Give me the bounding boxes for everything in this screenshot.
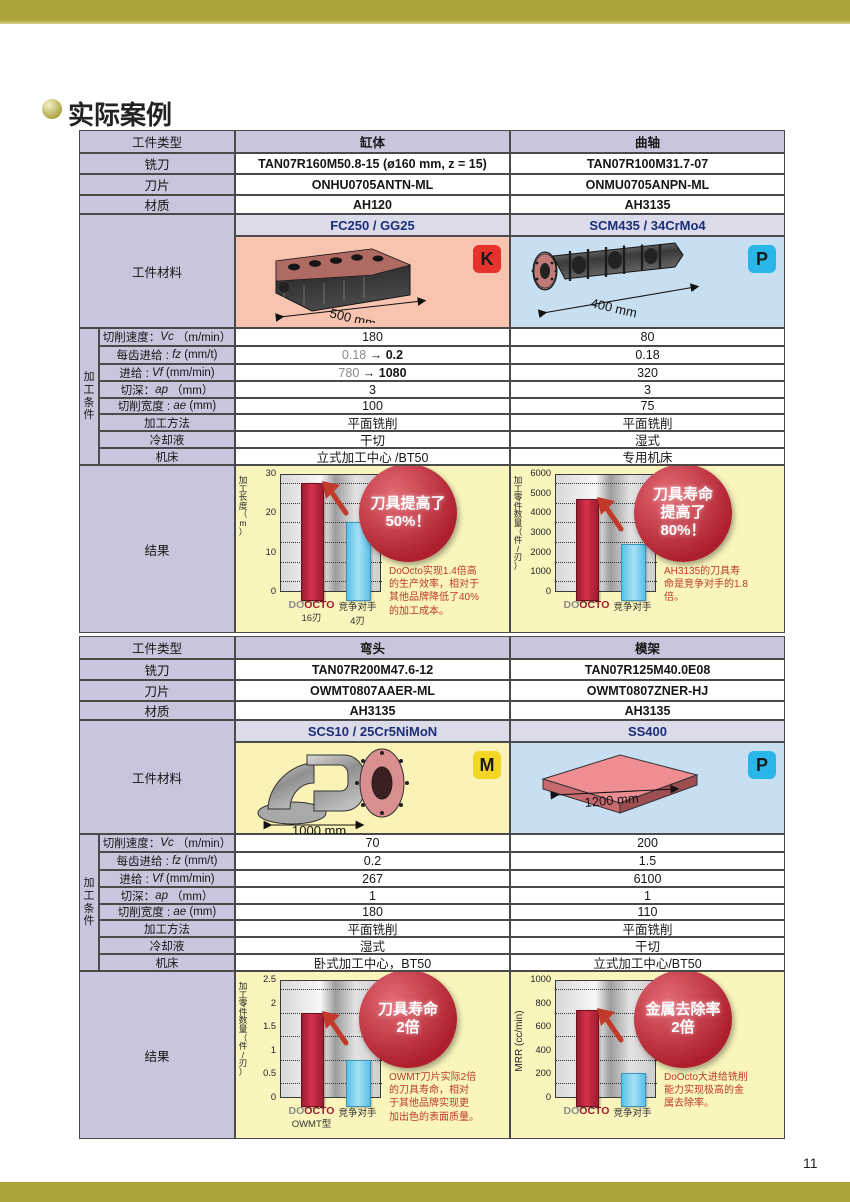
svg-text:500 mm: 500 mm	[328, 305, 377, 323]
svg-text:400 mm: 400 mm	[589, 295, 638, 320]
